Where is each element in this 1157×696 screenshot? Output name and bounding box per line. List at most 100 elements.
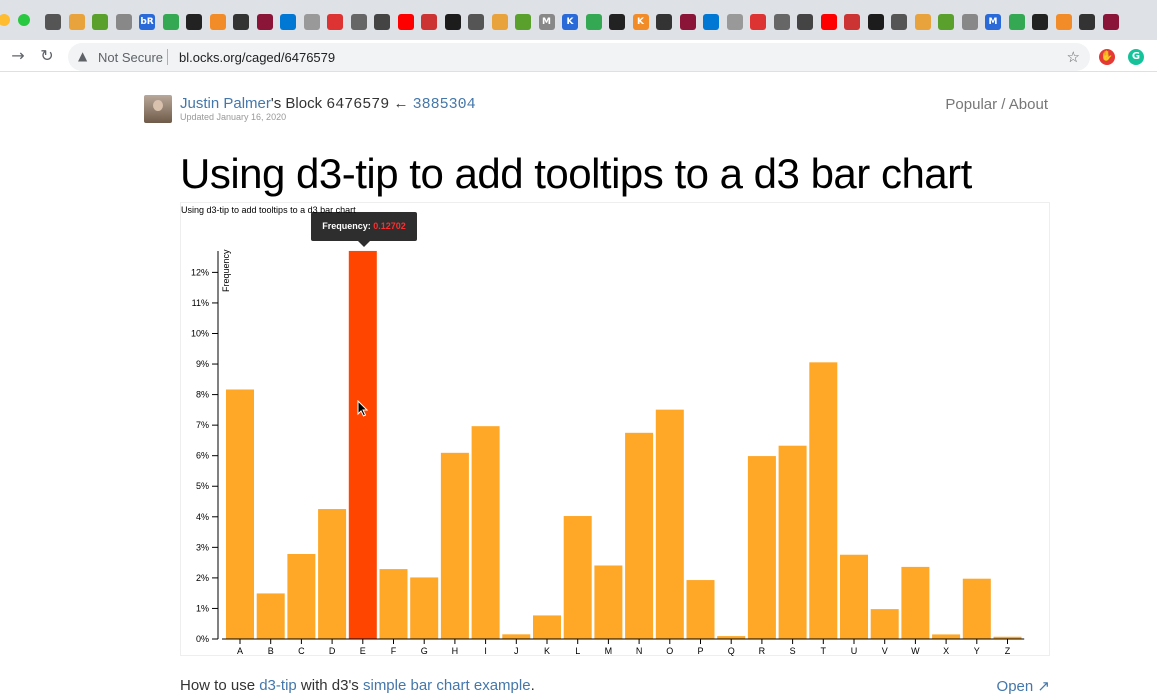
- bookmark-favicon-icon[interactable]: [1055, 14, 1072, 30]
- reload-button[interactable]: ↻: [40, 46, 54, 65]
- bar: [471, 426, 500, 639]
- bookmark-favicon-icon[interactable]: M: [985, 14, 1001, 30]
- bookmark-favicon-icon[interactable]: [256, 14, 273, 30]
- x-tick-label: U: [851, 646, 858, 656]
- bookmark-favicon-icon[interactable]: [397, 14, 414, 30]
- bookmark-favicon-icon[interactable]: [750, 14, 766, 30]
- bookmark-favicon-icon[interactable]: [891, 14, 907, 30]
- x-tick-label: Q: [728, 646, 735, 656]
- adblock-extension-icon[interactable]: ✋: [1099, 49, 1115, 65]
- bar: [533, 615, 561, 639]
- bookmark-favicon-icon[interactable]: [421, 14, 437, 30]
- bookmark-favicon-icon[interactable]: M: [538, 14, 555, 30]
- bookmark-favicon-icon[interactable]: [867, 14, 884, 30]
- bookmark-favicon-icon[interactable]: [703, 14, 719, 30]
- bookmark-favicon-icon[interactable]: [92, 14, 108, 30]
- bookmark-favicon-icon[interactable]: [820, 14, 837, 30]
- bar: [287, 554, 316, 639]
- window-zoom-button[interactable]: [18, 14, 30, 26]
- x-tick-label: P: [697, 646, 703, 656]
- d3-tip-link[interactable]: d3-tip: [259, 677, 297, 694]
- bookmark-favicon-icon[interactable]: [726, 14, 743, 30]
- x-tick-label: R: [759, 646, 766, 656]
- bar: [932, 634, 961, 639]
- x-tick-label: V: [882, 646, 888, 656]
- page-title: Using d3-tip to add tooltips to a d3 bar…: [180, 150, 972, 197]
- about-link[interactable]: About: [1008, 96, 1048, 113]
- bars: [226, 250, 1022, 639]
- bookmark-star-icon[interactable]: ☆: [1066, 48, 1080, 66]
- window-minimize-button[interactable]: [0, 14, 10, 26]
- popular-link[interactable]: Popular: [945, 96, 998, 113]
- bookmark-favicon-icon[interactable]: [679, 14, 696, 30]
- bookmark-favicon-icon[interactable]: [115, 14, 132, 30]
- open-link[interactable]: Open ↗: [997, 677, 1050, 695]
- y-tick-label: 0%: [196, 634, 209, 644]
- forward-button[interactable]: →: [11, 46, 25, 65]
- bookmark-favicon-icon[interactable]: [209, 14, 226, 30]
- bookmark-favicon-icon[interactable]: [515, 14, 531, 30]
- grammarly-extension-icon[interactable]: G: [1128, 49, 1144, 65]
- bookmark-favicon-icon[interactable]: [609, 14, 625, 30]
- parent-block-link[interactable]: 3885304: [412, 96, 476, 113]
- warning-icon: ▲: [78, 49, 88, 63]
- updated-date: Updated January 16, 2020: [180, 112, 287, 122]
- bookmark-favicon-icon[interactable]: K: [562, 14, 578, 30]
- bookmark-favicon-icon[interactable]: [280, 14, 296, 30]
- bookmark-favicon-icon[interactable]: [491, 14, 508, 30]
- bookmark-favicon-icon[interactable]: [1079, 14, 1095, 30]
- bookmark-favicon-icon[interactable]: K: [632, 14, 649, 30]
- x-tick-label: S: [790, 646, 796, 656]
- x-tick-label: F: [391, 646, 397, 656]
- bookmark-favicon-icon[interactable]: [45, 14, 61, 30]
- bookmark-favicon-icon[interactable]: [585, 14, 602, 30]
- y-tick-label: 6%: [196, 451, 209, 461]
- bookmark-favicon-icon[interactable]: [961, 14, 978, 30]
- security-label[interactable]: Not Secure: [98, 50, 164, 65]
- x-tick-label: E: [360, 646, 366, 656]
- bookmark-favicon-icon[interactable]: [1008, 14, 1025, 30]
- description-text-end: .: [530, 677, 535, 694]
- bar: [686, 580, 715, 639]
- bookmark-favicon-icon[interactable]: [844, 14, 860, 30]
- x-tick-label: O: [666, 646, 673, 656]
- bookmark-favicon-icon[interactable]: [1102, 14, 1119, 30]
- bar: [625, 432, 654, 639]
- bookmark-favicon-icon[interactable]: [914, 14, 931, 30]
- bookmark-favicon-icon[interactable]: [374, 14, 390, 30]
- bookmark-favicon-icon[interactable]: [162, 14, 179, 30]
- x-tick-label: H: [452, 646, 459, 656]
- bookmark-favicon-icon[interactable]: [468, 14, 484, 30]
- bookmark-favicon-icon[interactable]: [444, 14, 461, 30]
- bookmark-favicon-icon[interactable]: [303, 14, 320, 30]
- bookmark-favicon-icon[interactable]: [68, 14, 85, 30]
- omnibox-divider: [167, 49, 168, 65]
- url-text[interactable]: bl.ocks.org/caged/6476579: [179, 50, 336, 65]
- y-tick-label: 11%: [192, 298, 209, 308]
- tooltip-label: Frequency:: [322, 221, 371, 231]
- bar: [379, 569, 408, 639]
- bookmark-favicon-icon[interactable]: [656, 14, 672, 30]
- bookmark-favicon-icon[interactable]: [797, 14, 813, 30]
- bookmark-favicon-icon[interactable]: bR: [139, 14, 155, 30]
- bookmark-favicon-icon[interactable]: [773, 14, 790, 30]
- x-tick-label: Y: [974, 646, 980, 656]
- bookmark-favicon-icon[interactable]: [327, 14, 343, 30]
- tab-strip: bR M K K M: [0, 0, 1157, 40]
- bookmark-favicon-icon[interactable]: [1032, 14, 1048, 30]
- bookmark-favicon-icon[interactable]: [186, 14, 202, 30]
- bar-chart-example-link[interactable]: simple bar chart example: [362, 677, 531, 694]
- x-tick-label: T: [821, 646, 827, 656]
- author-link[interactable]: Justin Palmer: [180, 95, 271, 112]
- bookmark-favicon-icon[interactable]: [233, 14, 249, 30]
- author-avatar[interactable]: [144, 95, 172, 123]
- bar: [318, 509, 347, 639]
- bookmark-favicon-icon[interactable]: [938, 14, 954, 30]
- address-bar[interactable]: ▲ Not Secure bl.ocks.org/caged/6476579 ☆: [68, 43, 1090, 71]
- x-tick-label: C: [298, 646, 305, 656]
- x-tick-label: K: [544, 646, 550, 656]
- bookmark-favicon-icon[interactable]: [350, 14, 367, 30]
- tooltip: Frequency: 0.12702: [311, 212, 417, 247]
- y-tick-label: 3%: [196, 542, 209, 552]
- bar: [717, 636, 746, 639]
